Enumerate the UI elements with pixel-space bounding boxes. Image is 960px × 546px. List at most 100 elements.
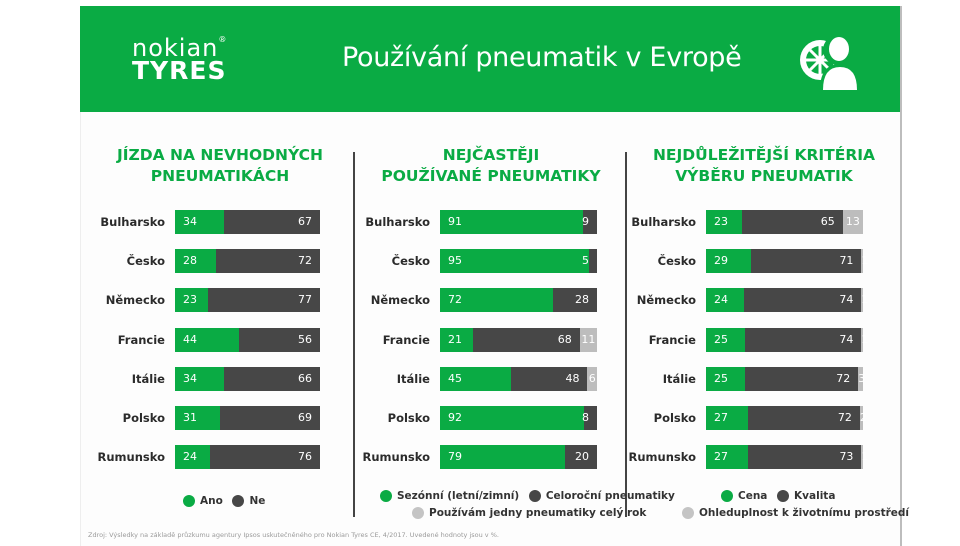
bar-segment-kvalita: 74 xyxy=(744,288,862,313)
bar-segment-sez-nn-letn-zimn-: 92 xyxy=(440,406,585,430)
chart-improper-tyres: JÍZDA NA NEVHODNÝCH PNEUMATIKÁCH Bulhars… xyxy=(95,145,345,525)
stacked-bar: 45 48 6 xyxy=(440,366,597,391)
bar-row: Francie 44 56 xyxy=(95,327,320,352)
bar-segment-cena: 23 xyxy=(706,210,742,234)
bar-segment-sez-nn-letn-zimn-: 91 xyxy=(440,210,583,234)
bar-row: Bulharsko 23 65 13 xyxy=(631,210,863,234)
data-label: 24 xyxy=(183,450,197,464)
stacked-bar: 91 9 xyxy=(440,210,597,234)
data-label: 25 xyxy=(714,332,728,346)
country-label: Německo xyxy=(105,293,165,308)
bar-segment-celoro-n-pneumatiky: 48 xyxy=(511,366,588,391)
stacked-bar: 72 28 xyxy=(440,288,597,313)
chart-title-line: NEJDŮLEŽITĚJŠÍ KRITÉRIA xyxy=(652,146,876,164)
legend-label: Kvalita xyxy=(794,490,836,502)
stacked-bar: 25 74 1 xyxy=(706,327,869,352)
bar-segment-sez-nn-letn-zimn-: 21 xyxy=(440,327,473,352)
country-label: Polsko xyxy=(122,411,165,425)
chart-title: JÍZDA NA NEVHODNÝCH PNEUMATIKÁCH xyxy=(95,145,345,187)
bar-segment-ano: 23 xyxy=(175,288,209,313)
data-label: 74 xyxy=(839,293,854,307)
legend-swatch-light-icon xyxy=(682,507,694,519)
data-label: 67 xyxy=(297,215,312,228)
legend-label: Sezónní (letní/zimní) xyxy=(397,490,520,502)
data-label: 73 xyxy=(839,450,854,464)
bar-segment-kvalita: 71 xyxy=(751,249,862,274)
data-label: 1 xyxy=(861,254,869,268)
country-label: Rumunsko xyxy=(362,450,430,465)
bar-segment-celoro-n-pneumatiky: 20 xyxy=(565,445,597,470)
stacked-bar: 34 67 xyxy=(175,210,320,234)
stacked-bar: 27 72 2 xyxy=(706,406,867,430)
bar-segment-kvalita: 65 xyxy=(741,210,843,234)
country-label: Bulharsko xyxy=(365,215,430,229)
data-label: 28 xyxy=(574,293,589,307)
country-label: Polsko xyxy=(387,411,430,425)
country-label: Rumunsko xyxy=(97,450,165,465)
data-label: 25 xyxy=(714,371,728,385)
bar-row: Polsko 31 69 xyxy=(95,406,320,430)
data-label: 6 xyxy=(588,371,596,385)
stacked-bar: 34 66 xyxy=(175,366,320,391)
bar-segment-ohleduplnost-k-ivotn-mu-prost-ed-: 1 xyxy=(861,327,869,352)
bar-row: Polsko 92 8 xyxy=(362,406,597,430)
bar-row: Česko 29 71 1 xyxy=(635,249,869,274)
bar-row: Německo 72 28 xyxy=(362,288,597,313)
country-label: Francie xyxy=(382,332,430,347)
legend-label: Ohleduplnost k životnímu prostředí xyxy=(699,507,910,519)
bar-segment-cena: 27 xyxy=(706,406,748,430)
bar-segment-ne: 72 xyxy=(215,249,320,274)
country-label: Německo xyxy=(636,293,696,308)
data-label: 1 xyxy=(861,332,869,346)
data-label: 2 xyxy=(859,411,867,424)
bar-segment-ohleduplnost-k-ivotn-mu-prost-ed-: 1 xyxy=(861,445,869,470)
legend: Ano Ne xyxy=(183,495,271,510)
stacked-bar: 24 76 xyxy=(175,445,320,470)
legend-swatch-green-icon xyxy=(380,490,392,502)
data-label: 9 xyxy=(581,215,589,228)
bar-segment-kvalita: 74 xyxy=(745,327,862,352)
bar-segment-ano: 31 xyxy=(175,406,220,430)
data-label: 95 xyxy=(448,254,462,268)
legend-item: Kvalita xyxy=(777,490,835,502)
data-label: 24 xyxy=(714,293,728,307)
data-label: 1 xyxy=(861,450,869,464)
legend: Používám jedny pneumatiky celý rok xyxy=(412,507,652,522)
stacked-bar: 27 73 1 xyxy=(706,445,869,470)
data-label: 72 xyxy=(837,411,852,424)
bar-segment-cena: 25 xyxy=(706,327,746,352)
data-label: 48 xyxy=(565,371,580,385)
data-label: 20 xyxy=(574,450,589,464)
data-label: 23 xyxy=(714,215,728,228)
bar-segment-ohleduplnost-k-ivotn-mu-prost-ed-: 2 xyxy=(859,406,867,430)
bar-row: Česko 95 5 xyxy=(362,249,597,274)
bar-segment-pou-v-m-jedny-pneumatiky-cel-rok: 11 xyxy=(579,327,597,352)
bar-segment-sez-nn-letn-zimn-: 79 xyxy=(440,445,566,470)
bar-row: Francie 21 68 11 xyxy=(362,327,597,352)
chart-title-line: JÍZDA NA NEVHODNÝCH xyxy=(117,146,323,164)
stacked-bar: 29 71 1 xyxy=(706,249,869,274)
bar-segment-ohleduplnost-k-ivotn-mu-prost-ed-: 3 xyxy=(858,366,865,391)
bar-segment-ohleduplnost-k-ivotn-mu-prost-ed-: 1 xyxy=(861,288,868,313)
bar-segment-ano: 34 xyxy=(175,366,225,391)
legend-item: Sezónní (letní/zimní) xyxy=(380,490,519,502)
legend-swatch-light-icon xyxy=(412,507,424,519)
legend-label: Používám jedny pneumatiky celý rok xyxy=(429,507,647,519)
bar-segment-ohleduplnost-k-ivotn-mu-prost-ed-: 13 xyxy=(842,210,863,234)
data-label: 27 xyxy=(714,411,728,424)
data-label: 79 xyxy=(448,450,462,464)
bar-segment-ne: 77 xyxy=(208,288,320,313)
legend-item: Ohleduplnost k životnímu prostředí xyxy=(682,507,909,519)
legend-item: Ne xyxy=(232,495,265,507)
bar-row: Česko 28 72 xyxy=(95,249,320,274)
data-label: 21 xyxy=(448,332,462,346)
logo-text-nokian: nokian xyxy=(132,34,219,62)
legend-item: Ano xyxy=(183,495,223,507)
data-label: 34 xyxy=(183,371,197,385)
header-banner: nokian® TYRES Používání pneumatik v Evro… xyxy=(80,6,900,112)
country-label: Bulharsko xyxy=(631,215,696,229)
data-label: 69 xyxy=(297,411,312,424)
legend-item: Cena xyxy=(721,490,767,502)
bar-segment-ne: 67 xyxy=(223,210,320,234)
bar-row: Německo 24 74 1 xyxy=(635,288,868,313)
